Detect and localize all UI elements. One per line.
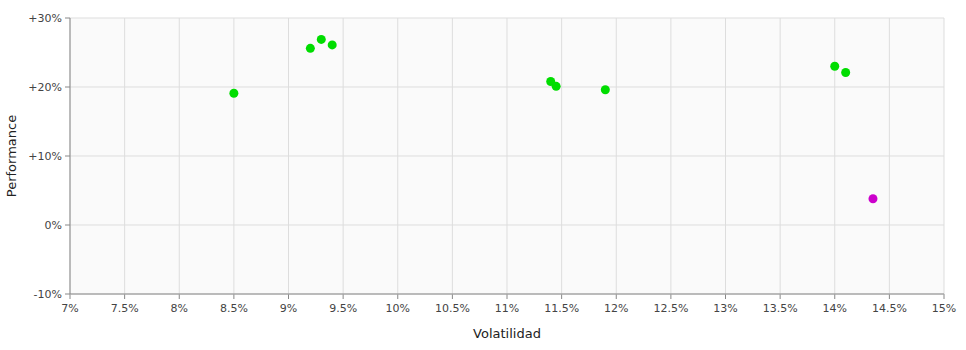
- points: [229, 35, 877, 203]
- point: [328, 40, 337, 49]
- x-tick-label: 10%: [386, 302, 410, 315]
- x-tick: [397, 294, 398, 299]
- x-axis-line: [70, 294, 944, 295]
- x-tick-label: 7%: [61, 302, 78, 315]
- y-axis-label: Performance: [4, 115, 19, 197]
- y-tick: [65, 294, 70, 295]
- point: [229, 89, 238, 98]
- y-tick-label: +30%: [28, 12, 62, 25]
- x-tick-label: 9%: [280, 302, 297, 315]
- point: [306, 44, 315, 53]
- x-tick: [670, 294, 671, 299]
- x-tick-label: 13.5%: [763, 302, 798, 315]
- x-tick-label: 15%: [932, 302, 956, 315]
- x-tick: [179, 294, 180, 299]
- x-tick-label: 10.5%: [435, 302, 470, 315]
- series-0: [229, 35, 850, 98]
- point: [841, 68, 850, 77]
- x-tick: [725, 294, 726, 299]
- x-tick: [561, 294, 562, 299]
- x-tick: [343, 294, 344, 299]
- x-tick: [70, 294, 71, 299]
- x-tick: [507, 294, 508, 299]
- y-tick-label: 0%: [45, 219, 62, 232]
- chart: 7% 7.5% 8% 8.5% 9% 9.5% 10% 10.5% 11% 11.5% 12% 12.…: [0, 0, 966, 350]
- x-tick-label: 14%: [823, 302, 847, 315]
- x-tick-label: 9.5%: [329, 302, 357, 315]
- y-grid-line: [70, 294, 944, 295]
- y-grid-line: [70, 225, 944, 226]
- y-tick-label: +20%: [28, 81, 62, 94]
- x-axis-label: Volatilidad: [473, 326, 541, 341]
- y-axis-line: [70, 18, 71, 294]
- x-tick-label: 8.5%: [220, 302, 248, 315]
- x-tick: [452, 294, 453, 299]
- y-tick: [65, 87, 70, 88]
- tick-labels: 7% 7.5% 8% 8.5% 9% 9.5% 10% 10.5% 11% 11.5% 12% 12.…: [28, 12, 956, 315]
- x-tick-label: 12%: [604, 302, 628, 315]
- y-grid-line: [70, 87, 944, 88]
- y-tick: [65, 225, 70, 226]
- grid: [65, 18, 944, 299]
- y-tick: [65, 18, 70, 19]
- x-tick-label: 11.5%: [544, 302, 579, 315]
- page: {"chart_data": { "type": "scatter", "xla…: [0, 0, 966, 350]
- x-tick: [288, 294, 289, 299]
- x-tick-label: 11%: [495, 302, 519, 315]
- x-tick: [124, 294, 125, 299]
- x-tick: [944, 294, 945, 299]
- x-tick: [233, 294, 234, 299]
- series-1: [868, 194, 877, 203]
- y-grid-line: [70, 156, 944, 157]
- x-tick-label: 14.5%: [872, 302, 907, 315]
- point: [601, 85, 610, 94]
- x-tick: [616, 294, 617, 299]
- x-tick-label: 13%: [713, 302, 737, 315]
- x-grid-line: [70, 18, 71, 294]
- x-tick-label: 12.5%: [653, 302, 688, 315]
- point: [317, 35, 326, 44]
- point: [830, 62, 839, 71]
- y-grid-line: [70, 18, 944, 19]
- point: [552, 82, 561, 91]
- y-tick-label: +10%: [28, 150, 62, 163]
- x-tick-label: 8%: [171, 302, 188, 315]
- x-tick: [889, 294, 890, 299]
- plot-area: [70, 18, 944, 294]
- x-tick-label: 7.5%: [111, 302, 139, 315]
- point: [868, 194, 877, 203]
- x-tick: [780, 294, 781, 299]
- y-tick: [65, 156, 70, 157]
- y-tick-label: -10%: [34, 288, 62, 301]
- x-tick: [834, 294, 835, 299]
